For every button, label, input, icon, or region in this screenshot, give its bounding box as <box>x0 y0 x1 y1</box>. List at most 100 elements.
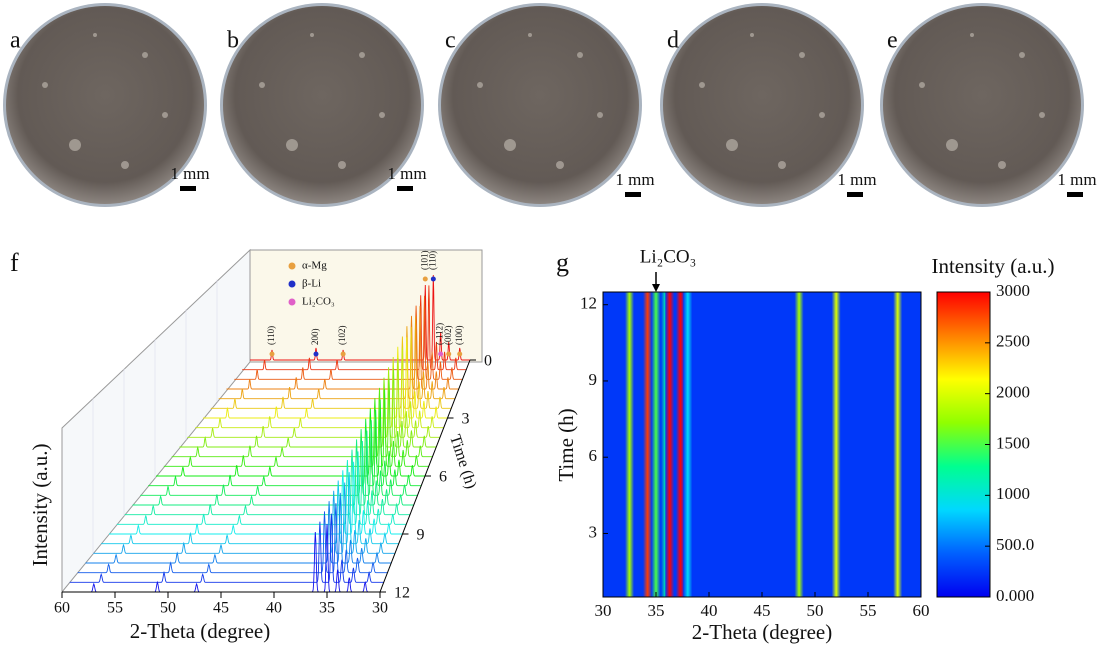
surface-spot <box>819 112 825 118</box>
colorbar-tick-label: 2500 <box>996 332 1030 351</box>
peak-label: (002) <box>443 326 453 346</box>
peak-marker <box>430 276 436 282</box>
peak-marker <box>313 351 319 357</box>
xrd-trace <box>179 368 437 448</box>
x-tick-label: 35 <box>648 601 665 620</box>
scale-text: 1 mm <box>615 170 654 189</box>
peak-marker <box>457 351 463 357</box>
x-axis-label: 2-Theta (degree) <box>692 620 833 644</box>
peak-label: (110) <box>266 326 276 345</box>
scale-bar <box>397 186 413 191</box>
peak-label: (102) <box>337 326 347 346</box>
peak-stripe <box>643 292 653 597</box>
legend-marker <box>288 298 296 306</box>
surface-spot <box>286 139 298 151</box>
peak-label: 200) <box>310 329 320 346</box>
x-tick-label: 55 <box>860 601 877 620</box>
arrow-head <box>652 284 660 292</box>
sample-surface <box>6 6 204 204</box>
legend-label: Li₂CO₃ <box>302 296 335 308</box>
xrd-trace <box>140 420 418 496</box>
panel-label: c <box>445 28 456 54</box>
xrd-trace <box>109 461 403 535</box>
panel-label: d <box>667 28 679 54</box>
xrd-trace <box>148 409 422 487</box>
xrd-trace <box>187 357 440 438</box>
x-tick-label: 35 <box>319 600 335 617</box>
colorbar-tick-label: 3000 <box>996 281 1030 300</box>
peak-stripe <box>683 292 693 597</box>
surface-spot <box>69 139 81 151</box>
legend-label: β-Li <box>302 278 321 290</box>
surface-spot <box>699 82 705 88</box>
peak-marker <box>422 276 428 282</box>
peak-stripe <box>675 292 685 597</box>
surface-spot <box>778 161 786 169</box>
xrd-trace <box>85 492 392 564</box>
peak-marker <box>438 351 444 357</box>
y-tick-label: 9 <box>589 370 598 389</box>
surface-spot <box>379 112 385 118</box>
xrd-trace <box>226 306 459 390</box>
peak-marker <box>269 351 275 357</box>
surface-spot <box>477 82 483 88</box>
scale-text: 1 mm <box>387 164 426 183</box>
x-tick-label: 40 <box>266 600 282 617</box>
surface-spot <box>359 52 365 58</box>
side-wall <box>61 248 251 594</box>
z-tick-label: 0 <box>484 353 492 370</box>
x-tick-label: 60 <box>913 601 930 620</box>
surface-spot <box>1019 52 1025 58</box>
x-tick-label: 40 <box>701 601 718 620</box>
panel-label: b <box>227 28 239 54</box>
scale-text: 1 mm <box>1057 170 1096 189</box>
peak-label: (100) <box>454 326 464 346</box>
y-tick-label: 6 <box>589 446 598 465</box>
panel-label: g <box>556 248 569 277</box>
surface-spot <box>998 161 1006 169</box>
surface-spot <box>338 161 346 169</box>
xrd-trace <box>124 440 410 516</box>
colorbar-title: Intensity (a.u.) <box>931 254 1054 278</box>
colorbar-tick-label: 1500 <box>996 433 1030 452</box>
legend-label: α-Mg <box>302 260 327 272</box>
scale-bar <box>847 192 863 197</box>
surface-spot <box>577 52 583 58</box>
scale-bar <box>180 186 196 191</box>
y-tick-label: 3 <box>589 522 598 541</box>
panel-label: e <box>887 28 898 54</box>
xrd-trace <box>250 274 470 361</box>
peak-marker <box>446 351 452 357</box>
xrd-trace <box>234 295 463 380</box>
peak-stripe <box>794 292 804 597</box>
x-tick-label: 30 <box>595 601 612 620</box>
surface-spot <box>142 52 148 58</box>
x-tick-label: 30 <box>372 600 388 617</box>
sample-surface <box>441 6 639 204</box>
xrd-trace <box>171 378 433 458</box>
peak-marker <box>340 351 346 357</box>
sample-surface <box>883 6 1081 204</box>
z-tick-label: 12 <box>394 585 410 602</box>
surface-spot <box>121 161 129 169</box>
colorbar-tick-label: 1000 <box>996 484 1030 503</box>
surface-spot <box>259 82 265 88</box>
annotation: Li₂CO₃ <box>640 246 697 267</box>
y-tick-label: 12 <box>580 294 597 313</box>
surface-spot <box>597 112 603 118</box>
legend-marker <box>288 280 296 288</box>
xrd-trace <box>218 316 455 400</box>
panel-label: f <box>10 248 19 277</box>
xrd-trace <box>77 503 388 574</box>
xrd-trace <box>132 430 414 506</box>
colorbar-tick-label: 500.0 <box>996 535 1034 554</box>
legend-marker <box>288 262 296 270</box>
xrd-trace <box>69 513 384 583</box>
xrd-trace <box>93 482 395 554</box>
surface-spot <box>726 139 738 151</box>
x-tick-label: 50 <box>160 600 176 617</box>
sample-surface <box>223 6 421 204</box>
colorbar-tick-label: 0.000 <box>996 586 1034 605</box>
surface-spot <box>1039 112 1045 118</box>
